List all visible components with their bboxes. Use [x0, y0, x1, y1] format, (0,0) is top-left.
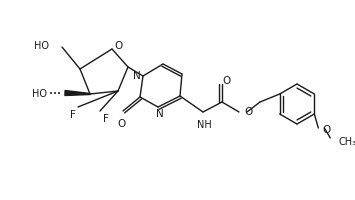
Text: F: F	[103, 113, 109, 123]
Text: F: F	[70, 109, 76, 119]
Text: •••: •••	[49, 91, 61, 97]
Polygon shape	[65, 91, 90, 96]
Text: N: N	[156, 108, 164, 118]
Text: CH₃: CH₃	[338, 136, 355, 146]
Text: HO: HO	[34, 41, 49, 51]
Text: O: O	[114, 41, 122, 51]
Text: N: N	[133, 71, 141, 81]
Text: O: O	[322, 124, 331, 134]
Text: O: O	[244, 106, 252, 116]
Text: NH: NH	[197, 119, 211, 129]
Text: O: O	[223, 76, 231, 86]
Text: HO: HO	[32, 89, 47, 99]
Text: O: O	[117, 118, 125, 128]
